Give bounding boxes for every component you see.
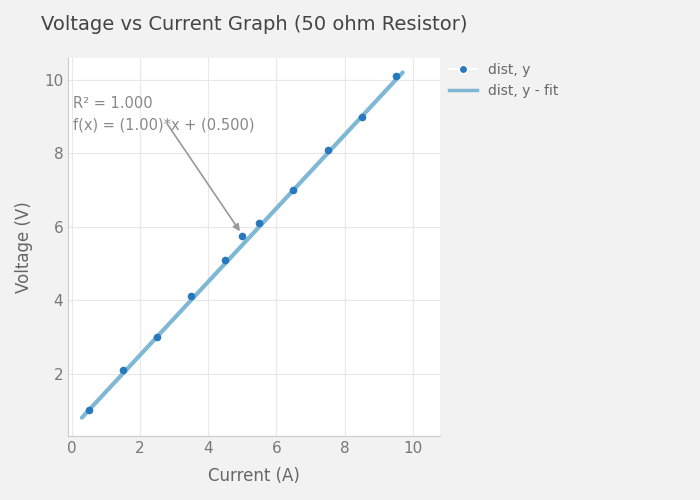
Point bbox=[356, 112, 368, 120]
Legend: dist, y, dist, y - fit: dist, y, dist, y - fit bbox=[444, 58, 564, 104]
Point bbox=[253, 219, 265, 227]
Point bbox=[186, 292, 197, 300]
Title: Voltage vs Current Graph (50 ohm Resistor): Voltage vs Current Graph (50 ohm Resisto… bbox=[41, 15, 468, 34]
Point bbox=[83, 406, 94, 414]
Point bbox=[237, 232, 248, 240]
Point bbox=[390, 72, 401, 80]
Point bbox=[220, 256, 231, 264]
Text: R² = 1.000
f(x) = (1.00)*x + (0.500): R² = 1.000 f(x) = (1.00)*x + (0.500) bbox=[74, 96, 255, 132]
Point bbox=[151, 333, 162, 341]
Point bbox=[322, 146, 333, 154]
Point bbox=[288, 186, 299, 194]
Point bbox=[117, 366, 128, 374]
X-axis label: Current (A): Current (A) bbox=[209, 467, 300, 485]
Y-axis label: Voltage (V): Voltage (V) bbox=[15, 201, 33, 293]
